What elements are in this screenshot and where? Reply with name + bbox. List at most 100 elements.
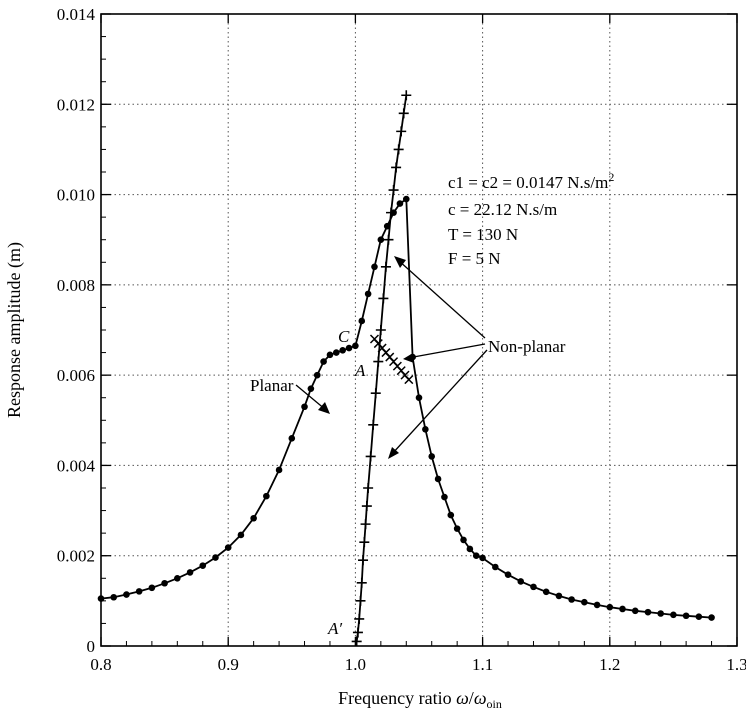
y-axis-title: Response amplitude (m) [4, 242, 25, 418]
data-point-circle [333, 349, 340, 356]
data-point-circle [339, 347, 346, 354]
data-point-circle [345, 344, 353, 352]
data-point-circle [530, 583, 537, 591]
data-point-circle [593, 601, 601, 609]
y-tick-label: 0.014 [57, 5, 96, 24]
point-c-label: C [338, 327, 350, 346]
data-point-circle [581, 598, 588, 606]
data-point-plus [386, 207, 397, 218]
data-point-plus [355, 595, 366, 606]
data-point-circle [695, 613, 703, 620]
data-point-circle [224, 544, 232, 551]
data-point-circle [161, 579, 168, 587]
data-point-plus [370, 388, 381, 399]
tick-labels: 0.8 0.9 1.0 1.1 1.2 1.3 0 0.002 0.004 0.006 0.008 0… [57, 5, 746, 674]
data-point-plus [393, 144, 404, 155]
data-point-circle [644, 608, 652, 616]
x-axis-title: Frequency ratio ω/ωoin [338, 688, 502, 711]
data-point-circle [275, 466, 283, 474]
data-point-circle [402, 195, 410, 203]
data-point-plus [354, 613, 365, 624]
data-point-plus [375, 325, 386, 335]
data-point-plus [352, 627, 363, 638]
non-planar-arrow-2 [407, 343, 486, 359]
planar-arrow [295, 384, 327, 411]
data-point-circle [148, 584, 156, 592]
data-point-plus [378, 293, 389, 304]
data-point-plus [380, 261, 391, 272]
y-tick-label: 0 [87, 637, 96, 656]
data-point-plus [365, 451, 376, 462]
x-tick-label: 1.3 [726, 655, 746, 674]
data-point-circle [135, 588, 143, 595]
x-tick-label: 0.8 [90, 655, 111, 674]
data-point-plus [363, 483, 374, 493]
point-a-prime-label: A′ [327, 619, 342, 638]
data-point-circle [453, 525, 461, 532]
data-point-circle [358, 317, 366, 325]
non-planar-arrow-3 [391, 349, 488, 455]
data-point-plus [398, 108, 409, 119]
data-point-plus [396, 126, 407, 137]
data-point-circle [434, 475, 442, 483]
y-tick-label: 0.004 [57, 456, 96, 475]
non-planar-arrow-2-head [403, 353, 414, 363]
parameter-line-1: c1 = c2 = 0.0147 N.s/m2 [448, 170, 614, 192]
data-point-circle [670, 611, 677, 619]
data-point-circle [377, 236, 385, 244]
data-point-circle [307, 385, 315, 392]
data-point-plus [401, 90, 412, 101]
y-tick-label: 0.006 [57, 366, 95, 385]
data-point-circle [631, 607, 639, 615]
annotations: Planar Non-planar A A′ C [250, 256, 566, 638]
y-tick-label: 0.012 [57, 95, 95, 114]
series-cross [369, 334, 414, 385]
data-point-circle [466, 545, 474, 553]
data-point-plus [388, 185, 399, 196]
data-point-circle [447, 511, 455, 519]
x-tick-label: 1.1 [472, 655, 493, 674]
data-point-circle [415, 394, 423, 402]
data-point-circle [352, 342, 359, 350]
data-point-circle [504, 571, 512, 578]
series-line-circle [100, 197, 712, 619]
data-point-circle [472, 552, 480, 560]
data-point-circle [320, 358, 327, 365]
data-point-plus [383, 234, 394, 245]
data-point-circle [708, 614, 715, 621]
y-tick-label: 0.008 [57, 276, 95, 295]
data-point-circle [396, 200, 404, 207]
data-point-circle [237, 531, 245, 539]
data-point-circle [619, 605, 626, 613]
data-point-circle [212, 554, 219, 561]
series-circle [97, 195, 715, 621]
data-point-circle [199, 562, 207, 569]
non-planar-arrow-3-head [388, 447, 399, 459]
parameter-line-3: T = 130 N [448, 225, 518, 244]
x-tick-label: 1.2 [599, 655, 620, 674]
data-point-circle [263, 492, 270, 500]
data-point-circle [460, 536, 467, 544]
data-point-circle [301, 403, 308, 411]
data-point-circle [428, 453, 436, 460]
data-point-cross [404, 375, 414, 385]
data-series [97, 90, 715, 647]
data-point-circle [492, 563, 499, 571]
y-tick-label: 0.002 [57, 547, 95, 566]
data-point-circle [555, 592, 563, 600]
axis-ticks [100, 13, 738, 647]
non-planar-label: Non-planar [488, 337, 566, 356]
data-point-circle [568, 596, 575, 603]
data-point-plus [359, 537, 370, 548]
non-planar-arrow-1 [397, 259, 486, 339]
data-point-plus [373, 356, 384, 367]
data-point-plus [351, 636, 362, 647]
data-point-circle [364, 290, 372, 298]
parameter-box: c1 = c2 = 0.0147 N.s/m2 c = 22.12 N.s/m … [448, 170, 614, 268]
x-tick-label: 1.0 [345, 655, 366, 674]
point-a-label: A [354, 361, 366, 380]
data-point-circle [542, 588, 550, 596]
data-point-circle [441, 493, 448, 501]
data-point-plus [391, 162, 402, 173]
